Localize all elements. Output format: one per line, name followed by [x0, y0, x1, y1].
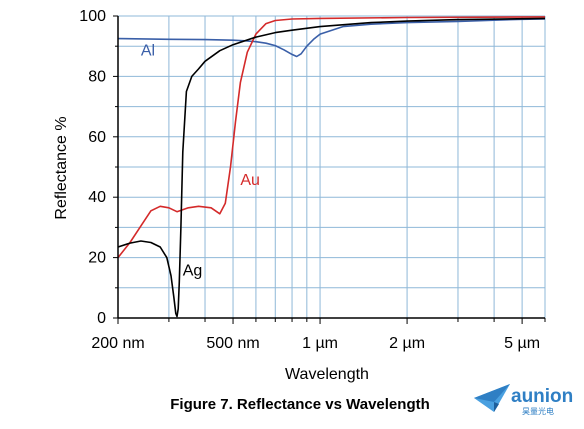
y-axis-title: Reflectance % [53, 116, 70, 219]
x-tick-label: 5 µm [504, 335, 540, 352]
axis-layer: 0 20 40 60 80 100 200 nm 500 nm 1 µm 2 µm 5 µm [79, 8, 546, 352]
aunion-logo: aunion 昊量光电 [474, 384, 573, 416]
series-label-au: Au [240, 172, 260, 189]
x-tick-label: 200 nm [91, 335, 144, 352]
grid-layer [118, 15, 546, 318]
x-tick-label: 500 nm [206, 335, 259, 352]
y-tick-label: 100 [79, 8, 106, 25]
y-tick-label: 20 [88, 250, 106, 267]
series-line-ag [117, 17, 546, 318]
figure-caption: Figure 7. Reflectance vs Wavelength [170, 396, 430, 413]
y-tick-label: 0 [97, 310, 106, 327]
y-tick-label: 60 [88, 129, 106, 146]
series-label-ag: Ag [183, 263, 203, 280]
x-axis-title: Wavelength [285, 366, 369, 383]
logo-subtext: 昊量光电 [522, 406, 554, 416]
logo-wordmark: aunion [511, 386, 573, 407]
series-line-au [117, 16, 546, 259]
series-layer [117, 16, 546, 318]
paper-plane-icon [474, 384, 510, 412]
y-tick-label: 40 [88, 189, 106, 206]
y-tick-label: 80 [88, 68, 106, 85]
x-tick-label: 1 µm [302, 335, 338, 352]
series-line-al [117, 18, 546, 58]
series-label-al: Al [141, 42, 155, 59]
x-tick-label: 2 µm [389, 335, 425, 352]
label-layer: Al Au Ag [141, 42, 260, 279]
